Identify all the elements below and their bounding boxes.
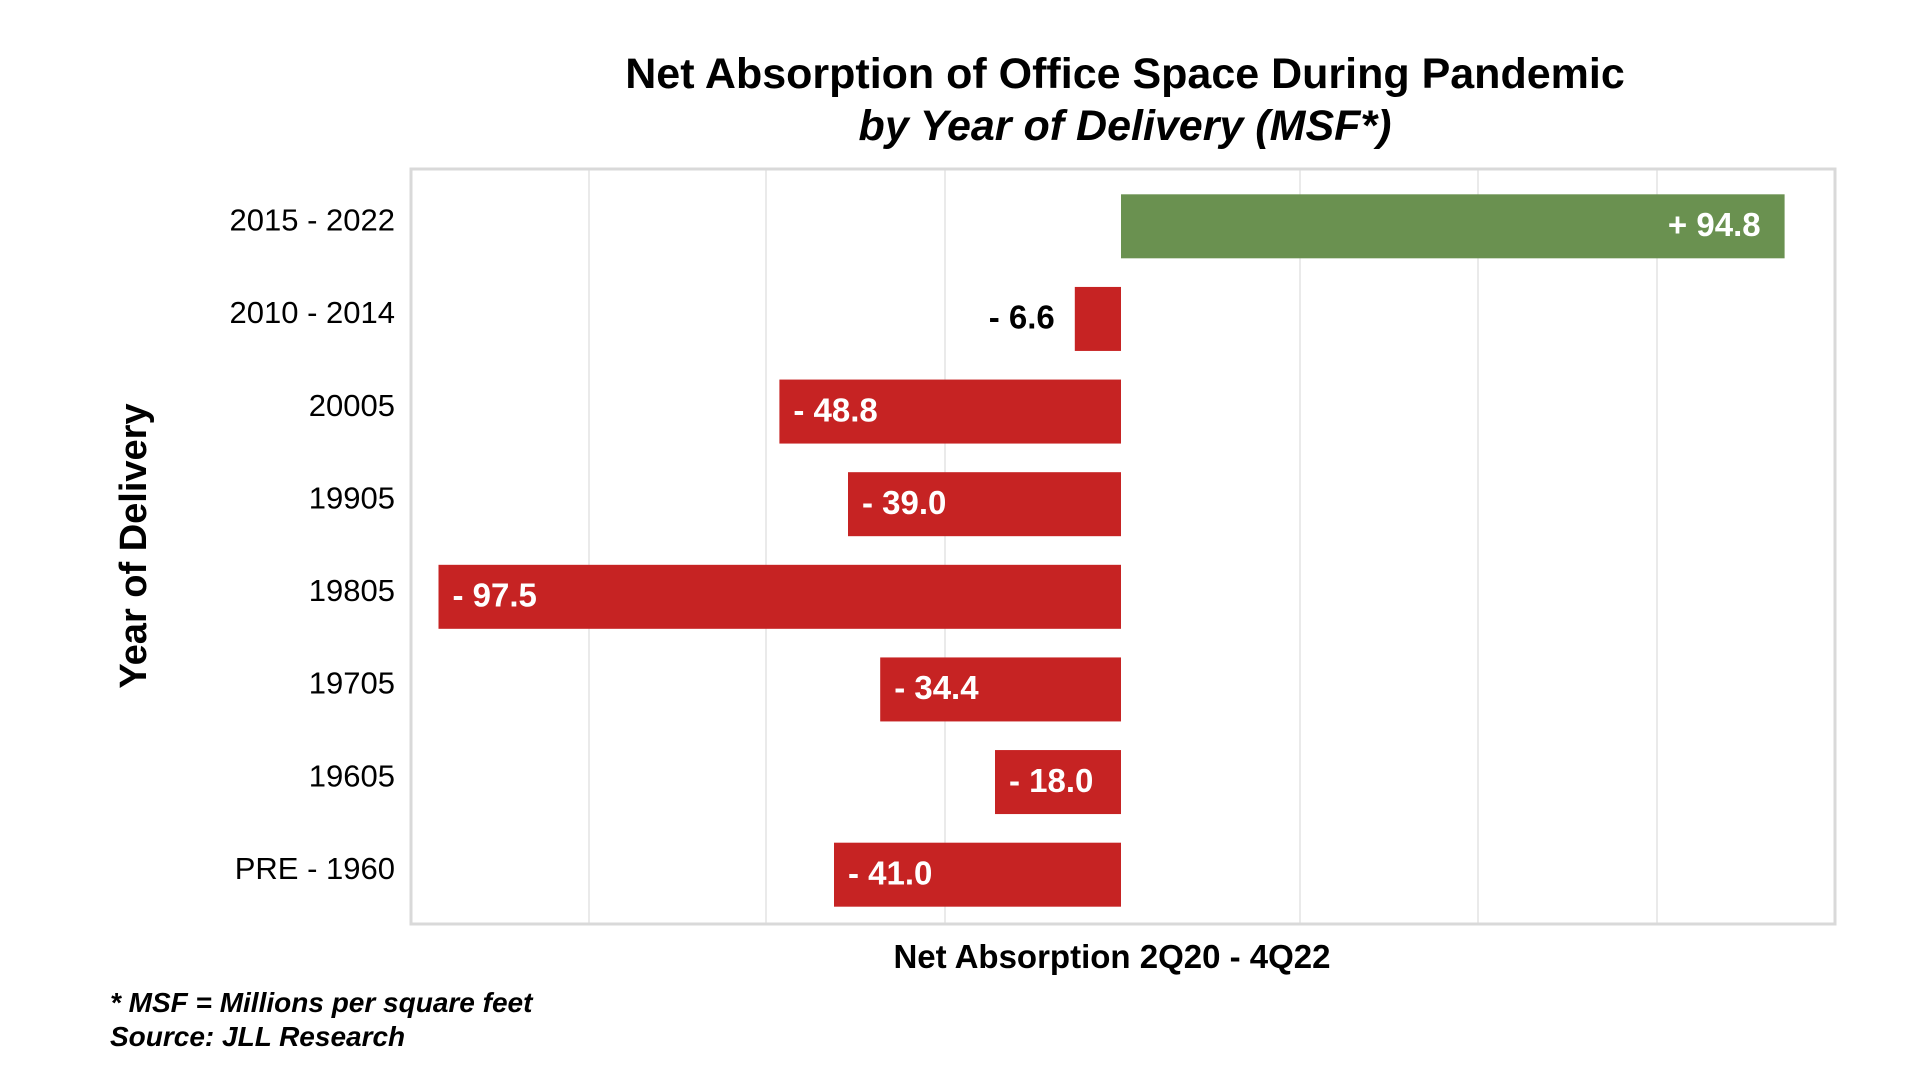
- data-label: - 18.0: [1009, 762, 1093, 799]
- data-labels: + 94.8 - 6.6 - 48.8 - 39.0 - 97.5 - 34.4 - 18.…: [453, 206, 1761, 891]
- category-label: 19805: [309, 573, 395, 608]
- category-label: 2015 - 2022: [230, 203, 395, 238]
- footnote-msf: * MSF = Millions per square feet: [110, 987, 534, 1018]
- x-axis-title: Net Absorption 2Q20 - 4Q22: [893, 938, 1330, 975]
- chart-title: Net Absorption of Office Space During Pa…: [625, 50, 1624, 98]
- data-label: + 94.8: [1668, 206, 1761, 243]
- data-label: - 34.4: [894, 669, 979, 706]
- bar: [880, 657, 1121, 722]
- bars: [438, 194, 1785, 907]
- bar: [1121, 194, 1785, 259]
- category-labels: 2015 - 2022 2010 - 2014 20005 19905 19805 197…: [230, 203, 395, 886]
- bar: [848, 472, 1121, 537]
- category-label: 19705: [309, 666, 395, 701]
- gridlines: [588, 169, 1658, 924]
- category-label: PRE - 1960: [235, 851, 395, 886]
- bar: [1074, 286, 1121, 351]
- category-label: 19905: [309, 480, 395, 515]
- category-label: 19605: [309, 758, 395, 793]
- plot-area: [409, 167, 1837, 926]
- category-label: 2010 - 2014: [230, 295, 395, 330]
- category-label: 20005: [309, 388, 395, 423]
- bar: [779, 379, 1121, 444]
- data-label: - 97.5: [453, 577, 537, 614]
- footnote-source: Source: JLL Research: [110, 1021, 405, 1052]
- bar: [834, 842, 1121, 907]
- bar: [995, 750, 1121, 815]
- data-label: - 39.0: [862, 484, 946, 521]
- data-label: - 6.6: [989, 299, 1055, 336]
- y-axis-title: Year of Delivery: [113, 403, 155, 688]
- data-label: - 48.8: [793, 391, 877, 428]
- chart-subtitle: by Year of Delivery (MSF*): [859, 102, 1392, 150]
- bar: [438, 564, 1121, 629]
- data-label: - 41.0: [848, 854, 932, 891]
